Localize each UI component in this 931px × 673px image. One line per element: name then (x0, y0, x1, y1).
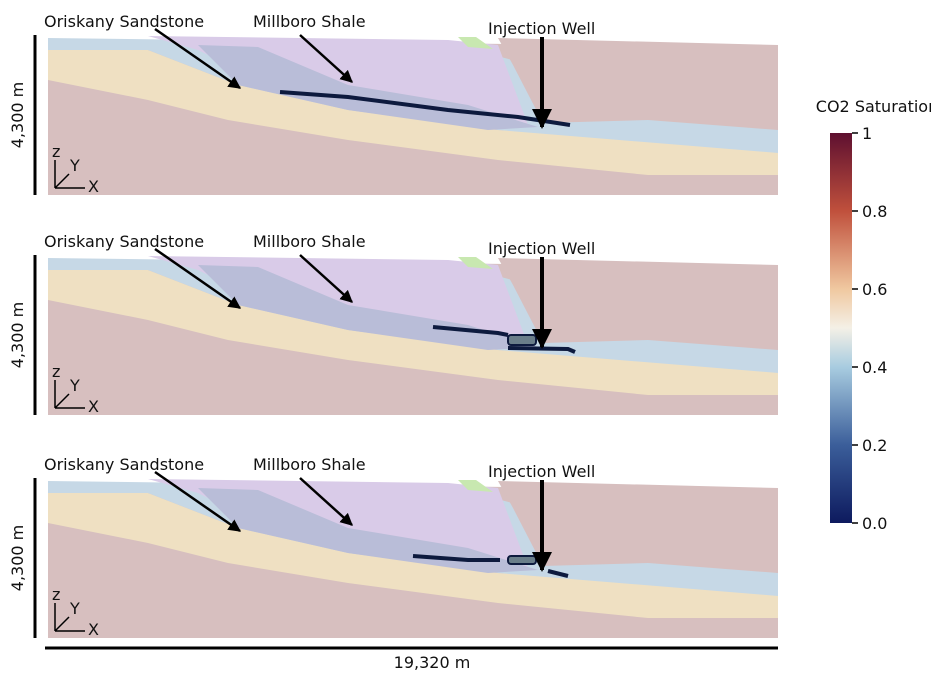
co2-plume (507, 346, 576, 354)
arrow (299, 477, 353, 526)
axis-letter: X (88, 620, 99, 639)
arrow (154, 470, 242, 533)
cross-section (48, 256, 778, 415)
panel: Oriskany Sandstone Millboro Shale Injectio… (44, 232, 778, 416)
colorbar-tick-label: 0.2 (862, 436, 887, 455)
label: Millboro Shale (253, 455, 366, 474)
co2-plume (432, 325, 509, 337)
height-label: 4,300 m (8, 302, 27, 368)
axis-letter: z (52, 362, 60, 381)
colorbar-tick-label: 0.0 (862, 514, 887, 533)
label: Oriskany Sandstone (44, 455, 204, 474)
label: Injection Well (488, 462, 595, 481)
co2-plume (412, 554, 500, 562)
axis-letter: Y (69, 599, 80, 618)
colorbar (830, 133, 852, 523)
arrow (299, 34, 353, 83)
colorbar-tick-label: 0.6 (862, 280, 887, 299)
panels: Oriskany Sandstone Millboro Shale Injectio… (44, 12, 778, 639)
colorbar-tick-label: 0.4 (862, 358, 887, 377)
axes-icon: zYX (52, 585, 99, 639)
co2-plume-cap (507, 334, 537, 346)
panel: Oriskany Sandstone Millboro Shale Injectio… (44, 12, 778, 196)
arrow (154, 27, 242, 90)
label: Millboro Shale (253, 232, 366, 251)
colorbar-tick-label: 0.8 (862, 202, 887, 221)
axis-letter: Y (69, 156, 80, 175)
label: Oriskany Sandstone (44, 232, 204, 251)
axis-letter: z (52, 142, 60, 161)
colorbar-title: CO2 Saturation (816, 97, 931, 116)
axis (54, 380, 85, 409)
axis-letter: Y (69, 376, 80, 395)
arrow (154, 247, 242, 310)
axis-letter: z (52, 585, 60, 604)
label: Injection Well (488, 19, 595, 38)
cross-section (48, 479, 778, 638)
label: Injection Well (488, 239, 595, 258)
axis-letter: X (88, 397, 99, 416)
axis (54, 160, 85, 189)
label: Millboro Shale (253, 12, 366, 31)
arrow (299, 254, 353, 303)
height-label: 4,300 m (8, 525, 27, 591)
width-label: 19,320 m (394, 653, 471, 672)
colorbar-tick-label: 1 (862, 124, 872, 143)
label: Oriskany Sandstone (44, 12, 204, 31)
co2-plume-cap (507, 555, 537, 565)
axis-letter: X (88, 177, 99, 196)
height-label: 4,300 m (8, 82, 27, 148)
axis (54, 603, 85, 632)
cross-section (48, 36, 778, 195)
panel: Oriskany Sandstone Millboro Shale Injectio… (44, 455, 778, 639)
axes-icon: zYX (52, 362, 99, 416)
axes-icon: zYX (52, 142, 99, 196)
